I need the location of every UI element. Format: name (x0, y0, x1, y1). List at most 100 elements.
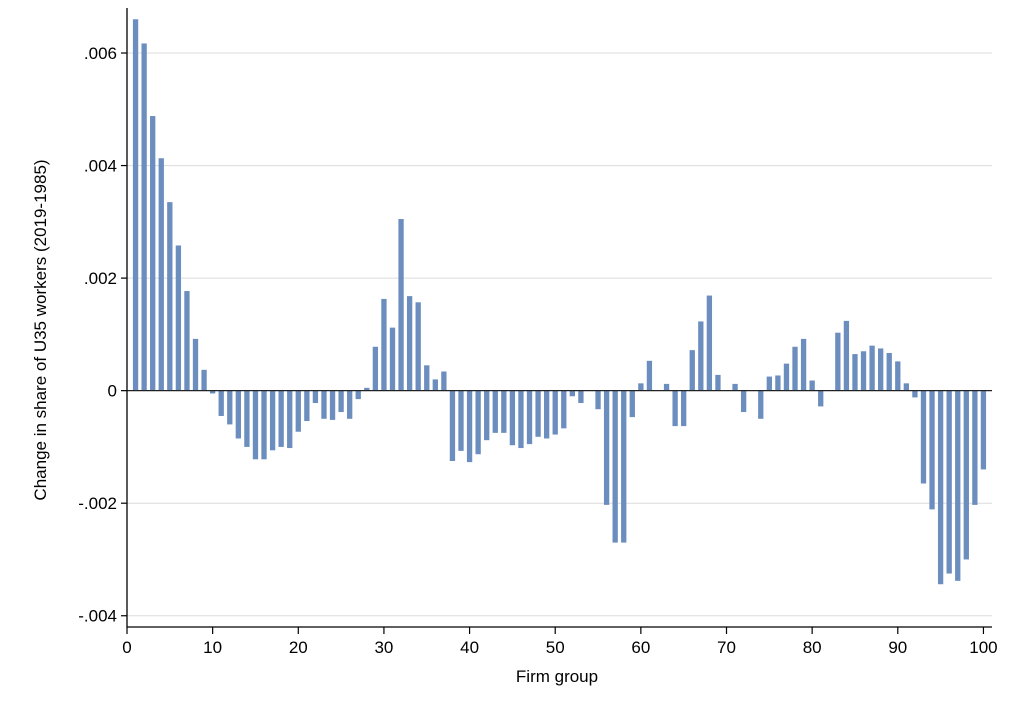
bar (235, 390, 241, 439)
bar (312, 390, 319, 404)
bar (252, 390, 259, 460)
bar (561, 390, 567, 429)
bar (937, 390, 944, 585)
bar (912, 390, 918, 398)
bar (192, 338, 199, 391)
bar (672, 390, 678, 427)
bar (167, 202, 173, 391)
bar (980, 390, 987, 470)
bar (355, 390, 361, 400)
x-tick-label: 80 (803, 638, 822, 657)
bar (638, 383, 644, 391)
y-tick-label: 0 (108, 382, 117, 401)
bar (852, 354, 858, 391)
bar (663, 383, 670, 391)
bar (484, 390, 490, 441)
x-axis-title: Firm group (516, 667, 598, 686)
bar (287, 390, 293, 449)
bar (518, 390, 524, 449)
bar (903, 383, 910, 391)
bar (689, 350, 695, 391)
bar (621, 390, 627, 543)
bar (646, 360, 653, 391)
x-tick-label: 90 (888, 638, 907, 657)
bar (364, 387, 370, 391)
bar (449, 390, 456, 461)
bar (415, 302, 421, 391)
bar (818, 390, 824, 407)
bar (492, 390, 498, 433)
bar (406, 296, 413, 391)
bar (132, 19, 139, 391)
bar (158, 158, 164, 391)
bar (758, 390, 764, 419)
bar (732, 383, 738, 391)
x-tick-label: 10 (203, 638, 222, 657)
bar (321, 390, 327, 419)
bars (132, 19, 987, 585)
y-axis-title: Change in share of U35 workers (2019-198… (31, 159, 50, 500)
bar (261, 390, 267, 460)
bar (578, 390, 584, 404)
bar (218, 390, 224, 416)
bar (800, 338, 807, 391)
bar (955, 390, 961, 581)
bar (681, 390, 687, 427)
bar (535, 390, 541, 437)
bar (569, 390, 576, 397)
y-tick-label: -.004 (78, 607, 117, 626)
bar (603, 390, 610, 505)
bar (347, 390, 353, 419)
bar (895, 361, 901, 391)
x-tick-label: 0 (122, 638, 131, 657)
bar (552, 390, 558, 435)
bar (972, 390, 978, 505)
y-tick-label: .002 (84, 269, 117, 288)
x-tick-label: 30 (374, 638, 393, 657)
bar (543, 390, 550, 439)
bar (715, 374, 721, 391)
bar (295, 390, 301, 432)
bar (201, 369, 207, 391)
bar (783, 363, 790, 391)
bar (501, 390, 507, 433)
bar (304, 390, 310, 422)
bar (792, 346, 798, 391)
bar (269, 390, 276, 451)
bar (381, 298, 387, 391)
bar (629, 390, 635, 418)
gridlines (127, 52, 992, 617)
x-tick-label: 70 (717, 638, 736, 657)
bar (595, 390, 601, 410)
x-tick-label: 100 (969, 638, 997, 657)
y-tick-label: .006 (84, 44, 117, 63)
bar (141, 43, 147, 391)
bar (458, 390, 464, 451)
bar (329, 390, 336, 420)
bar (843, 320, 850, 391)
bar (398, 219, 404, 391)
bar (338, 390, 344, 413)
axes: .006 .004 .002 0 -.002 -.004 0 10 20 30 40 50 60 70 80… (78, 8, 998, 657)
bar (869, 345, 875, 391)
bar (372, 346, 379, 391)
bar (526, 390, 533, 445)
bar (150, 116, 156, 391)
bar (698, 321, 704, 391)
x-tick-label: 50 (546, 638, 565, 657)
bar (475, 390, 481, 455)
bar (441, 371, 447, 391)
x-tick-label: 40 (460, 638, 479, 657)
bar (706, 295, 713, 391)
bar (920, 390, 927, 484)
bar (509, 390, 516, 446)
bar (184, 291, 190, 391)
bar (209, 390, 216, 394)
bar (766, 376, 772, 391)
bar (389, 327, 396, 391)
bar (278, 390, 284, 447)
y-tick-label: .004 (84, 157, 117, 176)
bar (227, 390, 233, 425)
